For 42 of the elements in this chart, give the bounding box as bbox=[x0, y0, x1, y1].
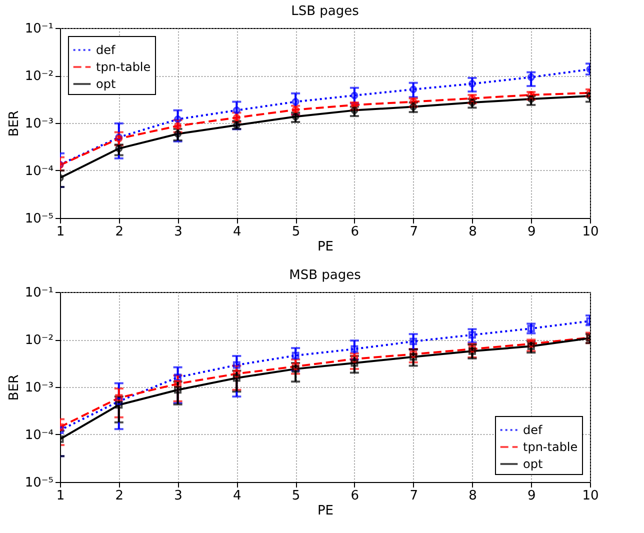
legend-label: def bbox=[96, 43, 116, 57]
x-tick-label: 8 bbox=[468, 488, 477, 504]
x-tick-label: 3 bbox=[174, 488, 182, 504]
x-tick-label: 1 bbox=[56, 224, 65, 240]
y-tick-label: 10⁻⁵ bbox=[24, 212, 54, 226]
x-tick-label: 10 bbox=[582, 224, 599, 240]
y-tick-label: 10⁻⁴ bbox=[24, 164, 54, 179]
y-tick-label: 10⁻³ bbox=[24, 116, 54, 132]
x-tick-label: 10 bbox=[582, 488, 599, 504]
x-axis-title: PE bbox=[317, 504, 334, 518]
x-tick-label: 9 bbox=[527, 224, 536, 240]
x-tick-label: 5 bbox=[292, 488, 300, 504]
y-tick-label: 10⁻¹ bbox=[24, 286, 54, 300]
legend-label: opt bbox=[523, 457, 543, 471]
legend-label: opt bbox=[96, 77, 116, 91]
legend-label: def bbox=[523, 423, 543, 437]
y-tick-label: 10⁻¹ bbox=[24, 22, 54, 36]
y-tick-label: 10⁻³ bbox=[24, 380, 54, 396]
x-tick-label: 7 bbox=[410, 488, 418, 504]
chart-title: LSB pages bbox=[291, 4, 360, 19]
x-tick-label: 4 bbox=[233, 488, 242, 504]
y-tick-label: 10⁻⁵ bbox=[24, 476, 54, 490]
x-tick-label: 4 bbox=[233, 224, 242, 240]
legend-label: tpn-table bbox=[523, 440, 578, 454]
x-tick-label: 1 bbox=[56, 488, 65, 504]
x-axis-title: PE bbox=[317, 240, 334, 254]
y-tick-label: 10⁻² bbox=[24, 333, 54, 348]
chart-title: MSB pages bbox=[289, 268, 362, 283]
y-axis-title: BER bbox=[6, 374, 22, 401]
x-tick-label: 3 bbox=[174, 224, 182, 240]
x-tick-label: 6 bbox=[350, 488, 360, 504]
legend-label: tpn-table bbox=[96, 60, 151, 74]
x-tick-label: 7 bbox=[410, 224, 418, 240]
x-tick-label: 6 bbox=[350, 224, 360, 240]
x-tick-label: 9 bbox=[527, 488, 536, 504]
y-tick-label: 10⁻⁴ bbox=[24, 428, 54, 443]
x-tick-label: 8 bbox=[468, 224, 477, 240]
x-tick-label: 2 bbox=[115, 224, 124, 240]
y-tick-label: 10⁻² bbox=[24, 69, 54, 84]
x-tick-label: 5 bbox=[292, 224, 300, 240]
x-tick-label: 2 bbox=[115, 488, 124, 504]
y-axis-title: BER bbox=[6, 110, 22, 137]
